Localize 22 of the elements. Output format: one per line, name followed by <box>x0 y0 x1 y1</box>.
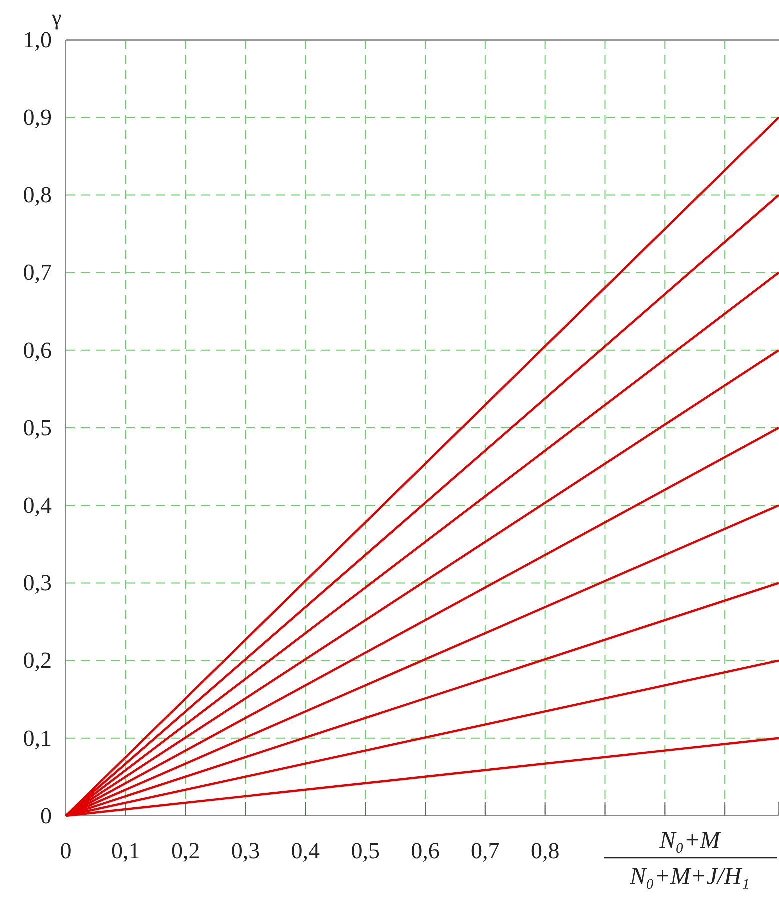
x-tick-label: 0,5 <box>351 838 380 864</box>
x-tick-label: 0,6 <box>411 838 440 864</box>
x-tick-label: 0,2 <box>171 838 200 864</box>
y-tick-label: 0,4 <box>23 492 52 518</box>
text: N₀+M N₀+M+J/H₁ <box>630 828 750 890</box>
y-tick-label: 0,7 <box>23 260 52 286</box>
x-tick-label: 0,1 <box>112 838 140 864</box>
y-tick-label: 0,9 <box>23 104 52 130</box>
y-tick-label: 0 <box>40 803 52 828</box>
y-tick-label: 0,1 <box>23 726 52 751</box>
x-tick-label: 0,7 <box>471 838 500 864</box>
y-axis-title: γ <box>51 5 62 30</box>
x-tick-label: 0,8 <box>530 838 560 864</box>
y-tick-label: 0,8 <box>23 182 52 208</box>
y-tick-label: 0,6 <box>23 338 52 363</box>
y-tick-label: 0,3 <box>23 570 52 596</box>
x-tick-label: 0,4 <box>291 838 321 864</box>
x-tick-label: 0,3 <box>231 838 260 864</box>
x-tick-label: 0 <box>60 838 72 864</box>
y-tick-label: 0,5 <box>23 415 52 440</box>
y-tick-label: 1,0 <box>23 27 52 52</box>
y-tick-label: 0,2 <box>23 648 52 674</box>
